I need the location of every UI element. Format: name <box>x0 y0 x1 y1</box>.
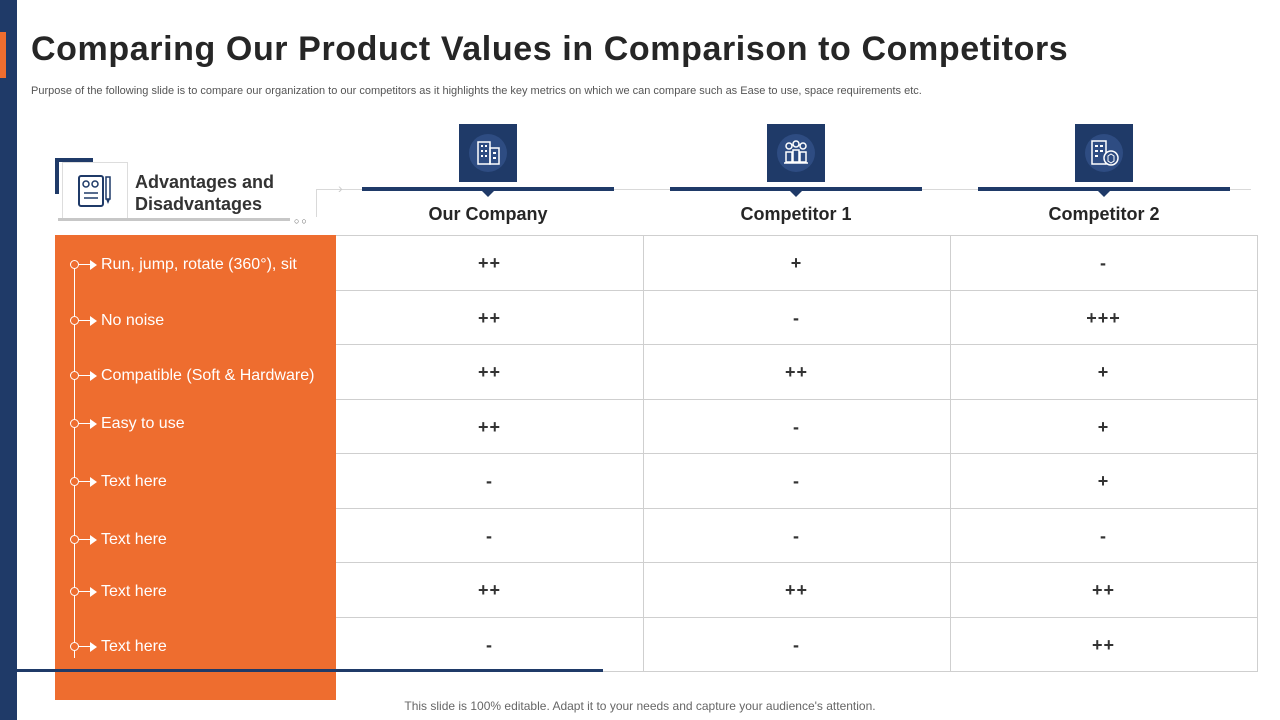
cell-r5-competitor-2: + <box>1097 470 1110 491</box>
column-pointer <box>1097 190 1111 197</box>
footer-note: This slide is 100% editable. Adapt it to… <box>404 699 876 713</box>
building-box-icon <box>1075 124 1133 182</box>
row-label-5: Text here <box>55 472 167 492</box>
left-accent-bar <box>0 32 6 78</box>
checklist-pencil-icon <box>62 162 128 220</box>
row-label-4: Easy to use <box>55 414 185 434</box>
column-pointer <box>789 190 803 197</box>
cell-r1-competitor-2: - <box>1100 252 1107 273</box>
row-label-6: Text here <box>55 530 167 550</box>
card-tab-accent-vertical <box>55 158 59 194</box>
row-marker-arrow-icon <box>55 530 101 550</box>
row-marker-arrow-icon <box>55 311 101 331</box>
comparison-grid: ++ + - ++ - +++ ++ ++ + ++ - + - - + - -… <box>336 235 1258 672</box>
column-label: Competitor 1 <box>740 204 852 224</box>
row-marker-arrow-icon <box>55 414 101 434</box>
row-marker-arrow-icon <box>55 637 101 657</box>
cell-r7-competitor-2: ++ <box>1091 579 1116 600</box>
row-label-7: Text here <box>55 582 167 602</box>
left-sidebar-bar <box>0 0 17 720</box>
row-marker-arrow-icon <box>55 582 101 602</box>
cell-r4-competitor-2: + <box>1097 416 1110 437</box>
connector-vertical-line <box>316 189 317 217</box>
cell-r2-competitor-1: - <box>793 307 800 328</box>
cell-r8-competitor-1: - <box>793 634 800 655</box>
cell-r1-competitor-1: + <box>790 252 803 273</box>
column-bar <box>978 187 1230 191</box>
row-labels-panel: Run, jump, rotate (360°), sit No noise C… <box>55 235 336 700</box>
cell-r2-our-company: ++ <box>477 307 502 328</box>
team-people-icon <box>767 124 825 182</box>
cell-r6-our-company: - <box>486 525 493 546</box>
card-dots-decoration: ○○ <box>294 216 309 226</box>
cell-r5-competitor-1: - <box>793 470 800 491</box>
row-marker-arrow-icon <box>55 472 101 492</box>
row-marker-arrow-icon <box>55 366 101 386</box>
cell-r3-competitor-2: + <box>1097 361 1110 382</box>
advantages-disadvantages-label: Advantages and Disadvantages <box>135 172 275 214</box>
cell-r7-competitor-1: ++ <box>784 579 809 600</box>
row-label-8: Text here <box>55 637 167 657</box>
cell-r4-our-company: ++ <box>477 416 502 437</box>
cell-r3-our-company: ++ <box>477 361 502 382</box>
row-marker-arrow-icon <box>55 255 101 275</box>
slide-subtitle: Purpose of the following slide is to com… <box>31 85 922 97</box>
column-bar <box>362 187 614 191</box>
cell-r5-our-company: - <box>486 470 493 491</box>
slide-title: Comparing Our Product Values in Comparis… <box>31 30 1069 68</box>
row-label-3: Compatible (Soft & Hardware) <box>55 366 314 386</box>
cell-r1-our-company: ++ <box>477 252 502 273</box>
cell-r6-competitor-2: - <box>1100 525 1107 546</box>
row-labels-connector-line <box>74 265 75 658</box>
column-bar <box>670 187 922 191</box>
card-tab-accent <box>55 158 93 162</box>
row-label-2: No noise <box>55 311 164 331</box>
cell-r3-competitor-1: ++ <box>784 361 809 382</box>
bottom-accent-line <box>17 669 603 672</box>
cell-r2-competitor-2: +++ <box>1086 307 1121 328</box>
column-label: Our Company <box>428 204 548 224</box>
column-pointer <box>481 190 495 197</box>
card-underline <box>58 218 290 221</box>
column-label: Competitor 2 <box>1048 204 1160 224</box>
office-building-icon <box>459 124 517 182</box>
cell-r4-competitor-1: - <box>793 416 800 437</box>
cell-r8-competitor-2: ++ <box>1091 634 1116 655</box>
cell-r6-competitor-1: - <box>793 525 800 546</box>
row-label-1: Run, jump, rotate (360°), sit <box>55 255 297 275</box>
cell-r8-our-company: - <box>486 634 493 655</box>
chevron-right-icon: › <box>338 180 343 196</box>
cell-r7-our-company: ++ <box>477 579 502 600</box>
